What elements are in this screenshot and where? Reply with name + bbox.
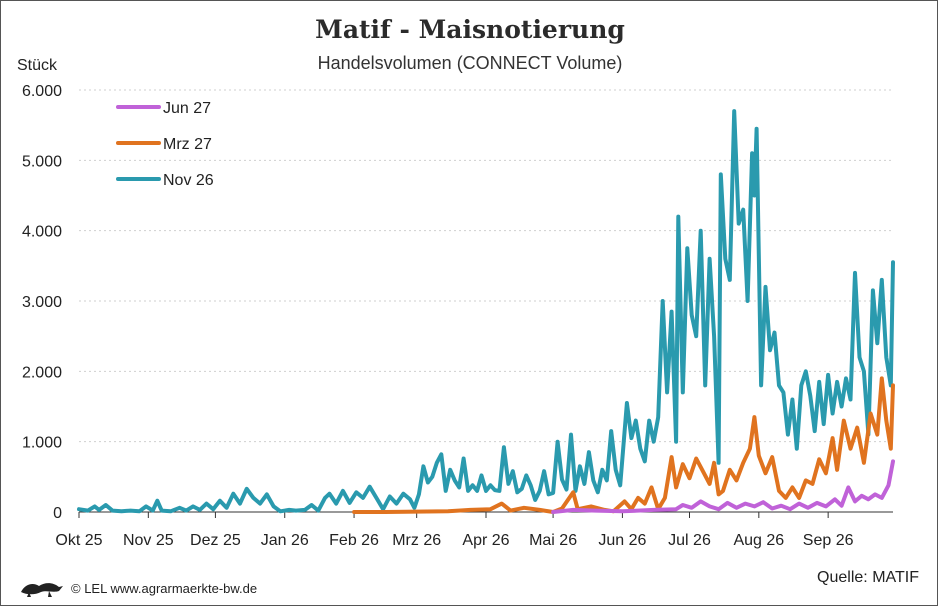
legend-label: Mrz 27 xyxy=(163,136,212,153)
x-tick-label: Dez 25 xyxy=(190,532,241,549)
x-tick-label: Feb 26 xyxy=(329,532,379,549)
x-tick-label: Jan 26 xyxy=(261,532,309,549)
x-tick-label: Sep 26 xyxy=(803,532,854,549)
x-tick-label: Mai 26 xyxy=(529,532,577,549)
series-line-jun-27 xyxy=(551,459,895,514)
source-note: Quelle: MATIF xyxy=(817,569,919,586)
y-tick-label: 0 xyxy=(53,505,62,522)
y-tick-label: 5.000 xyxy=(22,153,62,170)
x-tick-label: Jul 26 xyxy=(668,532,711,549)
y-tick-label: 6.000 xyxy=(22,83,62,100)
y-tick-label: 3.000 xyxy=(22,294,62,311)
legend-label: Nov 26 xyxy=(163,172,214,189)
y-tick-label: 4.000 xyxy=(22,224,62,241)
y-axis-label: Stück xyxy=(17,57,58,74)
chart-title: Matif - Maisnotierung xyxy=(315,15,625,44)
x-tick-label: Apr 26 xyxy=(462,532,509,549)
x-tick-label: Aug 26 xyxy=(733,532,784,549)
legend-label: Jun 27 xyxy=(163,100,211,117)
copyright-note: © LEL www.agrarmaerkte-bw.de xyxy=(71,581,258,596)
x-tick-label: Nov 25 xyxy=(123,532,174,549)
chart-subtitle: Handelsvolumen (CONNECT Volume) xyxy=(317,53,623,73)
y-tick-label: 1.000 xyxy=(22,435,62,452)
series-line-nov-26 xyxy=(77,109,895,514)
x-tick-label: Okt 25 xyxy=(55,532,102,549)
x-tick-label: Mrz 26 xyxy=(392,532,441,549)
lion-logo-icon xyxy=(21,583,63,597)
x-tick-label: Jun 26 xyxy=(598,532,646,549)
y-tick-label: 2.000 xyxy=(22,364,62,381)
